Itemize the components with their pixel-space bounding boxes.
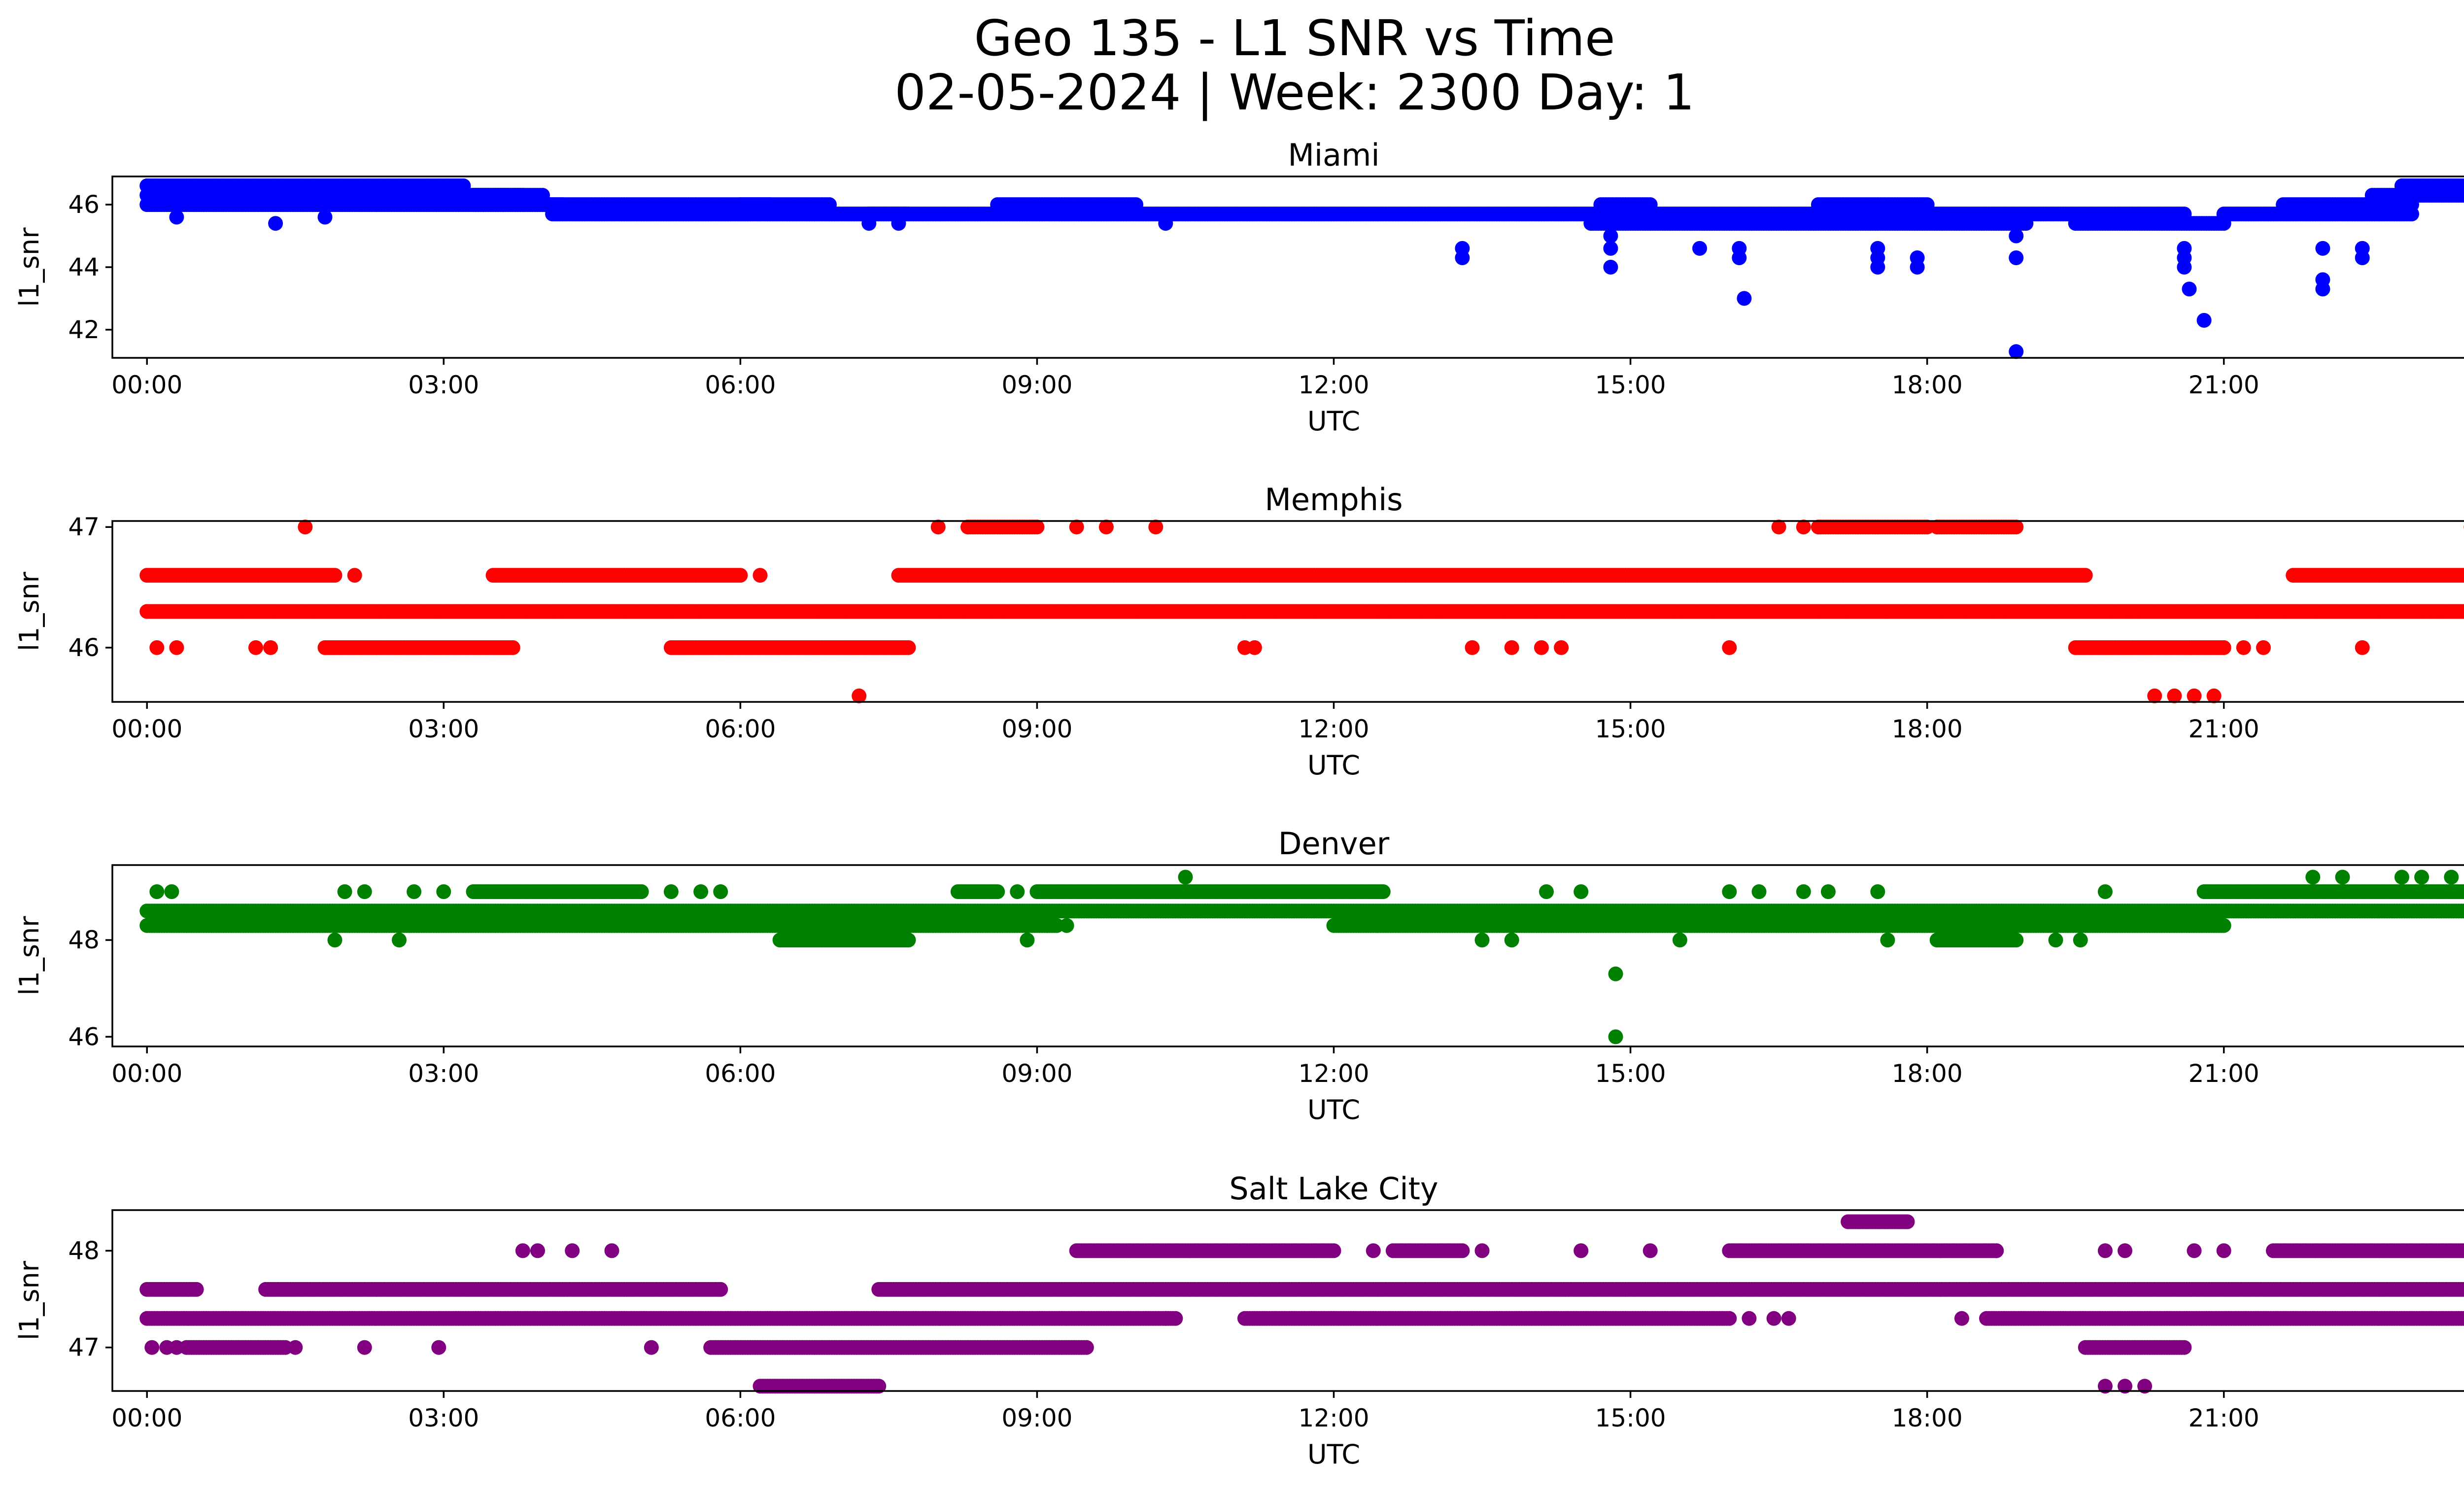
data-point <box>861 216 877 231</box>
data-point <box>327 568 342 583</box>
data-point <box>456 178 471 193</box>
data-point <box>1129 197 1144 212</box>
x-tick-label: 12:00 <box>1298 371 1369 399</box>
data-point <box>1919 197 1935 212</box>
data-point <box>505 640 520 655</box>
data-point <box>169 640 184 655</box>
subplot-title: Miami <box>1288 137 1379 173</box>
data-point <box>1910 260 1925 275</box>
data-point <box>1603 241 1618 256</box>
x-tick-label: 18:00 <box>1892 371 1963 399</box>
data-point <box>1504 640 1519 655</box>
x-tick-label: 00:00 <box>111 715 182 743</box>
x-tick-label: 15:00 <box>1595 371 1666 399</box>
data-point <box>1880 604 1895 619</box>
data-point <box>1737 291 1752 306</box>
x-axis-label: UTC <box>1307 750 1360 781</box>
data-point <box>2355 640 2370 655</box>
figure-title-line-2: 02-05-2024 | Week: 2300 Day: 1 <box>894 64 1694 121</box>
data-point <box>753 568 768 583</box>
y-tick-label: 44 <box>68 253 100 281</box>
data-point <box>149 640 165 655</box>
figure-title-line-1: Geo 135 - L1 SNR vs Time <box>974 9 1615 67</box>
data-point <box>1455 250 1470 265</box>
data-point <box>2315 281 2330 297</box>
data-point <box>891 216 906 231</box>
data-point <box>2019 216 2034 231</box>
data-point <box>2009 344 2024 359</box>
data-point <box>2355 250 2370 265</box>
data-point <box>1554 640 1569 655</box>
x-tick-label: 12:00 <box>1298 715 1369 743</box>
data-point <box>1465 640 1480 655</box>
data-point <box>1870 260 1885 275</box>
x-tick-label: 03:00 <box>408 715 479 743</box>
x-tick-label: 15:00 <box>1595 715 1666 743</box>
subplot-miami: Miami 00:00 03:00 06:00 09:00 12:00 15:00 18:00… <box>14 137 2464 437</box>
data-point <box>822 197 837 212</box>
y-axis-label: l1_snr <box>14 571 45 651</box>
data-point <box>347 568 362 583</box>
data-point <box>1643 197 1658 212</box>
x-tick-label: 00:00 <box>111 371 182 399</box>
x-tick-label: 09:00 <box>1001 715 1072 743</box>
data-point <box>733 568 748 583</box>
data-point <box>2256 640 2271 655</box>
x-axis-label: UTC <box>1307 406 1360 437</box>
data-point <box>2009 250 2024 265</box>
data-point <box>263 640 278 655</box>
subplot-title: Memphis <box>1265 482 1403 518</box>
data-point <box>169 209 184 225</box>
data-point <box>1692 241 1707 256</box>
x-tick-label: 06:00 <box>705 371 776 399</box>
y-tick-label: 46 <box>68 190 100 219</box>
y-tick-label: 42 <box>68 315 100 344</box>
x-tick-label: 18:00 <box>1892 715 1963 743</box>
x-tick-label: 03:00 <box>408 371 479 399</box>
data-point <box>1732 250 1747 265</box>
data-point <box>1722 640 1737 655</box>
data-point <box>2182 281 2197 297</box>
data-point <box>901 640 916 655</box>
data-point <box>317 209 333 225</box>
x-tick-label: 21:00 <box>2189 371 2259 399</box>
data-point <box>2315 241 2330 256</box>
data-point <box>2216 640 2231 655</box>
data-series-points <box>139 178 2464 359</box>
data-point <box>2177 260 2192 275</box>
x-tick-label: 21:00 <box>2189 715 2259 743</box>
y-tick-label: 46 <box>68 633 100 662</box>
subplot-panels: Miami 00:00 03:00 06:00 09:00 12:00 15:00 18:00… <box>14 137 2464 1470</box>
x-tick-label: 09:00 <box>1001 371 1072 399</box>
data-point <box>2236 640 2251 655</box>
data-point <box>2078 568 2093 583</box>
data-point <box>248 640 263 655</box>
x-tick-label: 06:00 <box>705 715 776 743</box>
data-point <box>1247 640 1262 655</box>
subplot-title: Denver <box>1278 826 1390 862</box>
data-point <box>1158 216 1173 231</box>
data-point <box>1603 260 1618 275</box>
y-tick-label: 47 <box>68 513 100 541</box>
data-point <box>2009 228 2024 243</box>
data-point <box>1534 640 1549 655</box>
y-axis-label: l1_snr <box>14 227 45 307</box>
data-point <box>2196 313 2212 328</box>
data-point <box>268 216 283 231</box>
